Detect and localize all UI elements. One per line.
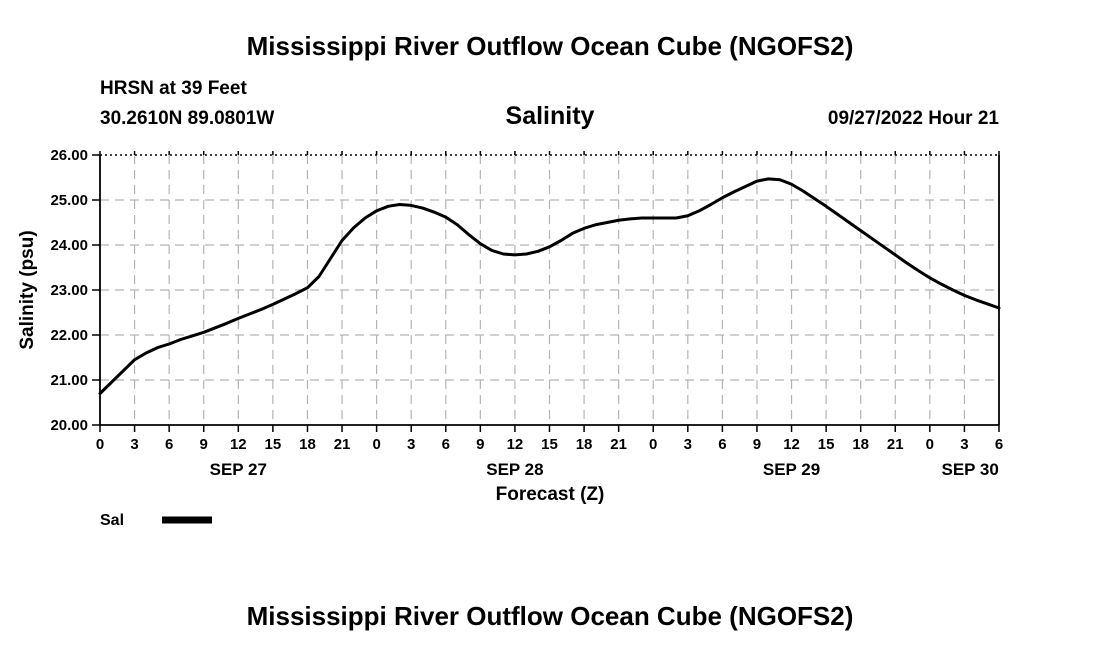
x-tick-label: 6 <box>995 436 1003 453</box>
y-tick-label: 21.00 <box>50 372 88 389</box>
y-axis-ticks: 20.00 21.00 22.00 23.00 24.00 25.00 26.00 <box>50 147 100 434</box>
x-tick-label: 21 <box>334 436 351 453</box>
footer-title: Mississippi River Outflow Ocean Cube (NG… <box>247 601 854 631</box>
date-labels: SEP 27 SEP 28 SEP 29 SEP 30 <box>210 460 999 479</box>
x-axis-label: Forecast (Z) <box>496 484 605 505</box>
station-label: HRSN at 39 Feet <box>100 78 247 99</box>
y-tick-label: 23.00 <box>50 282 88 299</box>
x-tick-label: 12 <box>230 436 247 453</box>
x-tick-label: 12 <box>507 436 524 453</box>
x-tick-label: 18 <box>576 436 593 453</box>
x-tick-label: 0 <box>372 436 380 453</box>
x-tick-label: 9 <box>476 436 484 453</box>
x-tick-label: 6 <box>442 436 450 453</box>
date-label: SEP 27 <box>210 460 267 479</box>
x-tick-label: 0 <box>926 436 934 453</box>
date-label: SEP 29 <box>763 460 820 479</box>
date-label: SEP 30 <box>942 460 999 479</box>
x-tick-label: 6 <box>718 436 726 453</box>
legend: Sal <box>100 512 212 529</box>
x-tick-label: 9 <box>753 436 761 453</box>
y-tick-label: 25.00 <box>50 192 88 209</box>
y-tick-label: 22.00 <box>50 327 88 344</box>
x-tick-label: 0 <box>649 436 657 453</box>
x-axis-ticks: 0 3 6 9 12 15 18 21 0 3 6 9 12 15 18 21 0 3 6 9 12 15 18 21 0 3 6 <box>96 151 1003 453</box>
x-tick-label: 15 <box>265 436 282 453</box>
x-tick-label: 18 <box>852 436 869 453</box>
x-tick-label: 9 <box>200 436 208 453</box>
y-tick-label: 24.00 <box>50 237 88 254</box>
x-tick-label: 15 <box>818 436 835 453</box>
page-title: Mississippi River Outflow Ocean Cube (NG… <box>247 31 854 61</box>
x-tick-label: 3 <box>130 436 138 453</box>
y-tick-label: 26.00 <box>50 147 88 164</box>
x-tick-label: 18 <box>299 436 316 453</box>
series-line-sal <box>98 177 1001 395</box>
x-tick-label: 15 <box>541 436 558 453</box>
y-tick-label: 20.00 <box>50 417 88 434</box>
x-tick-label: 21 <box>887 436 904 453</box>
x-tick-label: 3 <box>684 436 692 453</box>
x-tick-label: 21 <box>610 436 627 453</box>
coordinates-label: 30.2610N 89.0801W <box>100 108 274 129</box>
date-label: SEP 28 <box>486 460 543 479</box>
legend-label-sal: Sal <box>100 512 124 529</box>
x-tick-label: 0 <box>96 436 104 453</box>
x-tick-label: 3 <box>407 436 415 453</box>
x-tick-label: 12 <box>783 436 800 453</box>
y-axis-label: Salinity (psu) <box>17 230 38 349</box>
grid-lines <box>100 155 999 425</box>
x-tick-label: 6 <box>165 436 173 453</box>
series-layer <box>98 177 1001 395</box>
x-tick-label: 3 <box>960 436 968 453</box>
chart-title: Salinity <box>506 102 595 130</box>
timestamp-label: 09/27/2022 Hour 21 <box>828 108 1000 129</box>
